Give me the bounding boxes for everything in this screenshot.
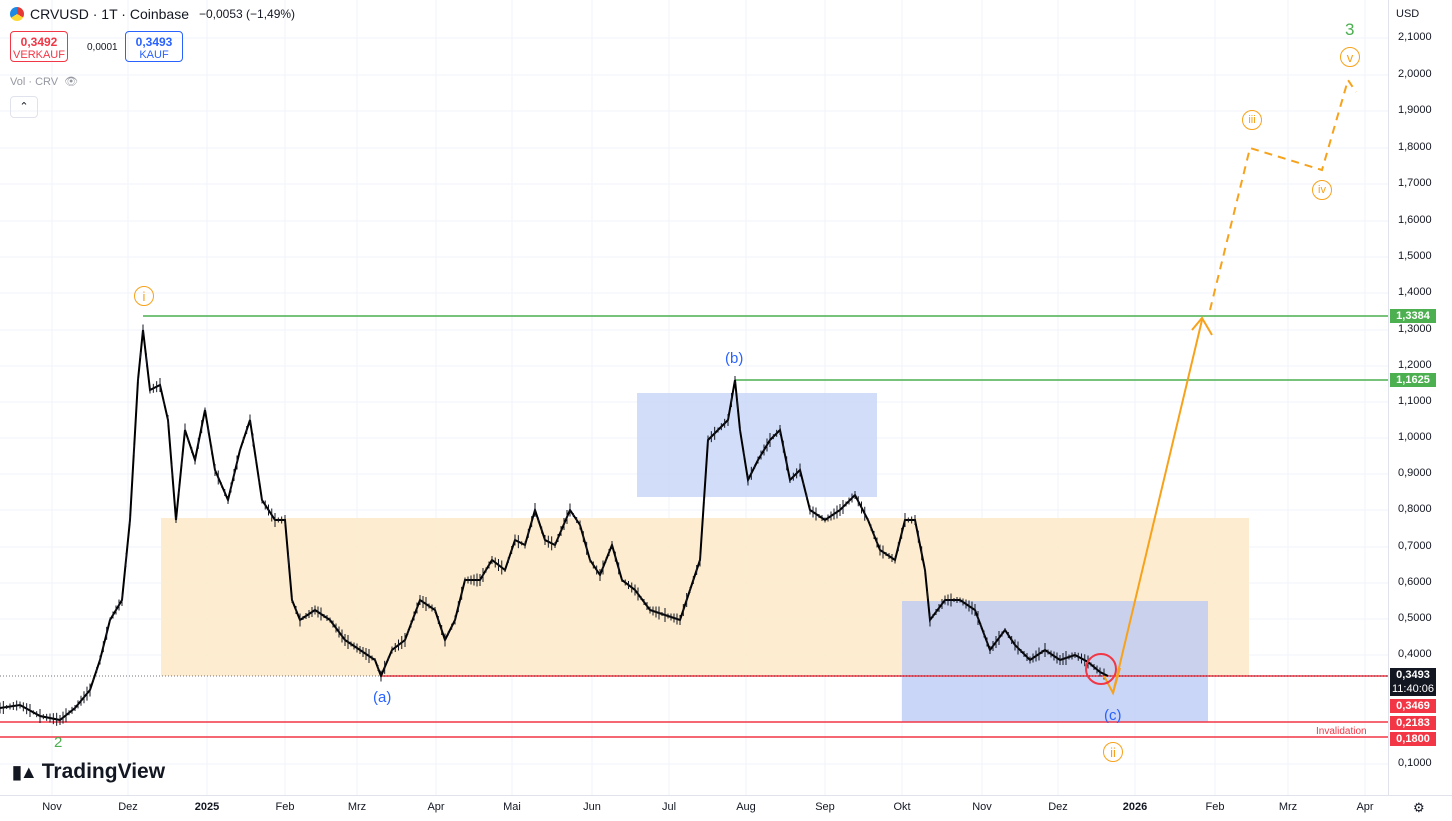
x-tick-label: Nov: [972, 801, 992, 813]
y-tick-label: 2,1000: [1398, 31, 1432, 43]
y-tick-label: 0,1000: [1398, 757, 1432, 769]
sell-price: 0,3492: [20, 35, 58, 49]
symbol-title: CRVUSD · 1T · Coinbase: [30, 6, 189, 22]
projection-arrow-c: [1103, 667, 1121, 696]
crv-logo-icon: [10, 7, 24, 21]
wave-iv-label: iv: [1312, 180, 1332, 200]
chevron-up-icon: ⌃: [19, 101, 29, 113]
volume-indicator[interactable]: Vol · CRV 👁: [10, 75, 79, 89]
y-tick-label: 1,3000: [1398, 323, 1432, 335]
y-tick-label: 1,8000: [1398, 141, 1432, 153]
tag-0-2183: 0,2183: [1390, 716, 1436, 730]
x-tick-label: Okt: [893, 801, 911, 813]
x-tick-label: Apr: [1356, 801, 1374, 813]
price-line: [0, 329, 1109, 722]
x-tick-label: 2025: [194, 801, 220, 813]
y-tick-label: 0,7000: [1398, 540, 1432, 552]
invalidation-label: Invalidation: [1316, 726, 1367, 737]
tradingview-logo[interactable]: ▮▲ TradingView: [12, 760, 165, 784]
projection-dashed: [1209, 77, 1357, 311]
candle-series: [0, 324, 1109, 726]
tag-0-3469: 0,3469: [1390, 699, 1436, 713]
x-tick-label: Mrz: [347, 801, 367, 813]
wave-b-label: (b): [725, 350, 744, 367]
y-tick-label: 0,6000: [1398, 576, 1432, 588]
y-tick-label: 2,0000: [1398, 68, 1432, 80]
y-tick-label: 1,7000: [1398, 177, 1432, 189]
tag-1-1625: 1,1625: [1390, 373, 1436, 387]
wave-c-label: (c): [1104, 707, 1122, 724]
sell-label: VERKAUF: [13, 49, 65, 61]
spread-value: 0,0001: [87, 42, 118, 53]
target-circle: [1085, 653, 1117, 685]
x-tick-label: Sep: [815, 801, 835, 813]
x-tick-label: Jun: [583, 801, 601, 813]
x-tick-label: Mai: [503, 801, 521, 813]
x-tick-label: 2026: [1122, 801, 1148, 813]
buy-price: 0,3493: [135, 35, 173, 49]
y-tick-label: 1,6000: [1398, 214, 1432, 226]
x-tick-label: Nov: [42, 801, 62, 813]
volume-label: Vol · CRV: [10, 75, 59, 88]
x-tick-label: Feb: [275, 801, 295, 813]
y-tick-label: 0,4000: [1398, 648, 1432, 660]
currency-label[interactable]: USD: [1396, 8, 1420, 20]
buy-button[interactable]: 0,3493 KAUF: [125, 31, 183, 62]
projection-solid: [1112, 319, 1203, 694]
y-tick-label: 1,9000: [1398, 104, 1432, 116]
eye-hidden-icon[interactable]: 👁: [64, 76, 79, 88]
blue-zone-b: [637, 393, 877, 497]
tag-0-1800: 0,1800: [1390, 732, 1436, 746]
y-tick-label: 0,9000: [1398, 467, 1432, 479]
buy-label: KAUF: [139, 49, 169, 61]
x-tick-label: Dez: [1048, 801, 1068, 813]
wave-i-label: i: [134, 286, 154, 306]
sell-button[interactable]: 0,3492 VERKAUF: [10, 31, 68, 62]
wave-ii-label: ii: [1103, 742, 1123, 762]
collapse-legend-button[interactable]: ⌃: [10, 96, 38, 118]
x-tick-label: Jul: [661, 801, 677, 813]
y-tick-label: 1,4000: [1398, 286, 1432, 298]
wave-3-label: 3: [1345, 20, 1355, 39]
x-tick-label: Dez: [118, 801, 138, 813]
y-tick-label: 1,1000: [1398, 395, 1432, 407]
symbol-header[interactable]: CRVUSD · 1T · Coinbase −0,0053 (−1,49%): [10, 6, 295, 22]
wave-iii-label: iii: [1242, 110, 1262, 130]
time-axis[interactable]: [0, 795, 1452, 821]
tag-current: 0,3493: [1390, 668, 1436, 682]
x-tick-label: Mrz: [1278, 801, 1298, 813]
y-tick-label: 0,8000: [1398, 503, 1432, 515]
wave-v-label: v: [1340, 47, 1360, 67]
price-chart[interactable]: [0, 0, 1388, 795]
y-tick-label: 1,2000: [1398, 359, 1432, 371]
projection-arrow-1: [1191, 316, 1213, 336]
y-tick-label: 1,0000: [1398, 431, 1432, 443]
tag-1-3384: 1,3384: [1390, 309, 1436, 323]
settings-gear-icon[interactable]: ⚙: [1413, 800, 1425, 815]
brand-name: TradingView: [41, 760, 166, 783]
wave-a-label: (a): [373, 689, 392, 706]
y-tick-label: 1,5000: [1398, 250, 1432, 262]
x-tick-label: Feb: [1205, 801, 1225, 813]
blue-zone-c: [902, 601, 1208, 722]
price-change: −0,0053 (−1,49%): [198, 7, 296, 21]
price-axis[interactable]: [1388, 0, 1452, 795]
x-tick-label: Apr: [427, 801, 445, 813]
wave-2-label: 2: [54, 734, 63, 751]
x-tick-label: Aug: [736, 801, 756, 813]
tag-countdown: 11:40:06: [1390, 682, 1436, 696]
tradingview-mark-icon: ▮▲: [12, 761, 38, 782]
y-tick-label: 0,5000: [1398, 612, 1432, 624]
